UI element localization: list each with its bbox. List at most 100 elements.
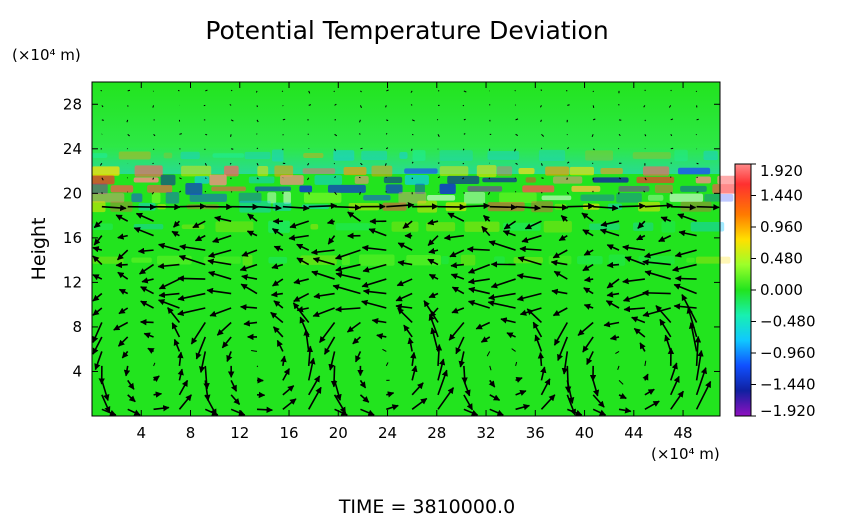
wind-arrow bbox=[411, 365, 418, 381]
wind-arrow bbox=[133, 227, 154, 237]
wind-arrow bbox=[361, 244, 387, 252]
wind-arrow bbox=[551, 288, 568, 295]
deviation-patch bbox=[209, 174, 227, 186]
deviation-patch bbox=[538, 149, 566, 162]
wind-arrow bbox=[92, 322, 103, 344]
wind-arrow bbox=[143, 332, 154, 339]
wind-arrow bbox=[428, 313, 439, 338]
wind-arrow bbox=[681, 294, 698, 323]
wind-arrow bbox=[615, 350, 620, 355]
wind-arrow bbox=[402, 220, 413, 229]
wind-arrow bbox=[140, 286, 154, 295]
wind-arrow bbox=[540, 394, 556, 410]
wind-arrow bbox=[173, 338, 181, 352]
colorbar: 1.920 1.440 0.960 0.480 0.000 −0.480 −0.960 −1.… bbox=[734, 162, 816, 420]
wind-arrow bbox=[463, 118, 466, 121]
wind-arrow bbox=[158, 291, 180, 299]
deviation-patch bbox=[180, 151, 200, 160]
wind-arrow bbox=[256, 163, 259, 166]
wind-arrow bbox=[516, 292, 542, 302]
wind-arrow bbox=[686, 306, 698, 338]
wind-arrow bbox=[229, 162, 232, 165]
deviation-patch bbox=[335, 223, 371, 231]
wind-arrow bbox=[386, 391, 395, 398]
deviation-patch bbox=[110, 185, 134, 193]
wind-arrow bbox=[360, 90, 362, 93]
wind-arrow bbox=[327, 235, 336, 245]
deviation-patch bbox=[680, 185, 707, 192]
wind-arrow bbox=[360, 147, 363, 150]
wind-arrow bbox=[515, 376, 523, 383]
wind-arrow bbox=[93, 235, 103, 246]
wind-arrow bbox=[194, 234, 206, 242]
wind-arrow bbox=[519, 245, 542, 253]
wind-arrow bbox=[639, 342, 646, 352]
wind-arrow bbox=[352, 336, 361, 345]
wind-arrow bbox=[553, 270, 568, 280]
wind-arrow bbox=[583, 303, 594, 310]
wind-arrow bbox=[462, 162, 465, 165]
deviation-patch bbox=[268, 220, 290, 233]
wind-arrow bbox=[480, 336, 491, 343]
wind-arrow bbox=[361, 278, 387, 288]
wind-arrow bbox=[642, 373, 649, 381]
wind-arrow bbox=[246, 230, 258, 237]
x-tick-label: 12 bbox=[230, 424, 249, 442]
wind-arrow bbox=[672, 263, 697, 273]
deviation-patch bbox=[447, 175, 480, 185]
wind-arrow bbox=[362, 263, 387, 273]
wind-arrow bbox=[121, 350, 129, 359]
wind-arrow bbox=[609, 334, 620, 341]
wind-arrow bbox=[427, 258, 439, 266]
x-tick-label: 16 bbox=[279, 424, 298, 442]
wind-arrow bbox=[208, 270, 232, 280]
deviation-patch bbox=[467, 186, 503, 192]
wind-arrow bbox=[137, 247, 154, 255]
wind-arrow bbox=[360, 408, 375, 416]
deviation-patch bbox=[185, 183, 203, 195]
deviation-patch bbox=[194, 176, 210, 184]
wind-arrow bbox=[241, 249, 258, 257]
deviation-patch bbox=[257, 165, 269, 177]
wind-arrow bbox=[644, 270, 671, 280]
wind-arrow bbox=[115, 261, 128, 269]
wind-arrow bbox=[463, 133, 466, 135]
chart-title: Potential Temperature Deviation bbox=[205, 16, 608, 45]
deviation-patch bbox=[571, 185, 601, 192]
wind-arrow bbox=[328, 351, 336, 371]
wind-arrow bbox=[437, 369, 448, 396]
deviation-patch bbox=[525, 177, 536, 183]
wind-arrow bbox=[670, 375, 680, 396]
deviation-patch bbox=[341, 255, 350, 266]
deviation-patch bbox=[439, 150, 473, 161]
wind-arrow bbox=[127, 379, 135, 390]
wind-arrow bbox=[696, 204, 720, 211]
deviation-patch bbox=[577, 256, 603, 265]
wind-arrow bbox=[467, 263, 491, 274]
wind-arrow bbox=[177, 368, 184, 381]
wind-arrow bbox=[208, 249, 232, 258]
deviation-patch bbox=[163, 152, 173, 159]
wind-arrow bbox=[450, 262, 464, 269]
deviation-patch bbox=[212, 153, 245, 158]
wind-arrow bbox=[619, 202, 646, 210]
wind-arrow bbox=[127, 408, 141, 416]
wind-arrow bbox=[153, 362, 156, 367]
wind-arrow bbox=[212, 234, 232, 243]
wind-arrow bbox=[207, 258, 232, 266]
wind-arrow bbox=[541, 177, 544, 179]
wind-arrow bbox=[205, 133, 208, 136]
colorbar-tick-label: 1.440 bbox=[760, 187, 803, 205]
wind-arrow bbox=[293, 292, 310, 303]
wind-arrow bbox=[448, 321, 465, 341]
wind-arrow bbox=[427, 235, 439, 246]
wind-arrow bbox=[216, 321, 232, 336]
wind-arrow bbox=[552, 249, 568, 259]
y-tick-label: 20 bbox=[63, 184, 82, 202]
deviation-patch bbox=[616, 192, 642, 203]
wind-arrow bbox=[541, 204, 569, 211]
deviation-patch bbox=[632, 152, 671, 159]
wind-arrow bbox=[515, 389, 527, 396]
wind-arrow bbox=[403, 324, 413, 338]
